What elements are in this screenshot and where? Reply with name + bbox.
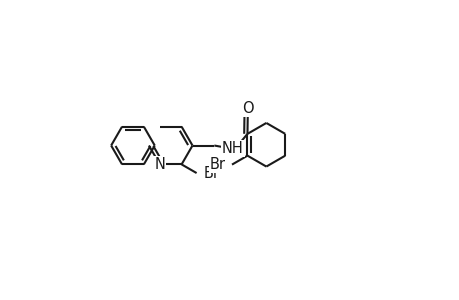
Text: NH: NH	[222, 141, 243, 156]
Text: Br: Br	[204, 166, 219, 181]
Text: O: O	[241, 101, 253, 116]
Text: Br: Br	[210, 157, 225, 172]
Text: N: N	[154, 157, 165, 172]
